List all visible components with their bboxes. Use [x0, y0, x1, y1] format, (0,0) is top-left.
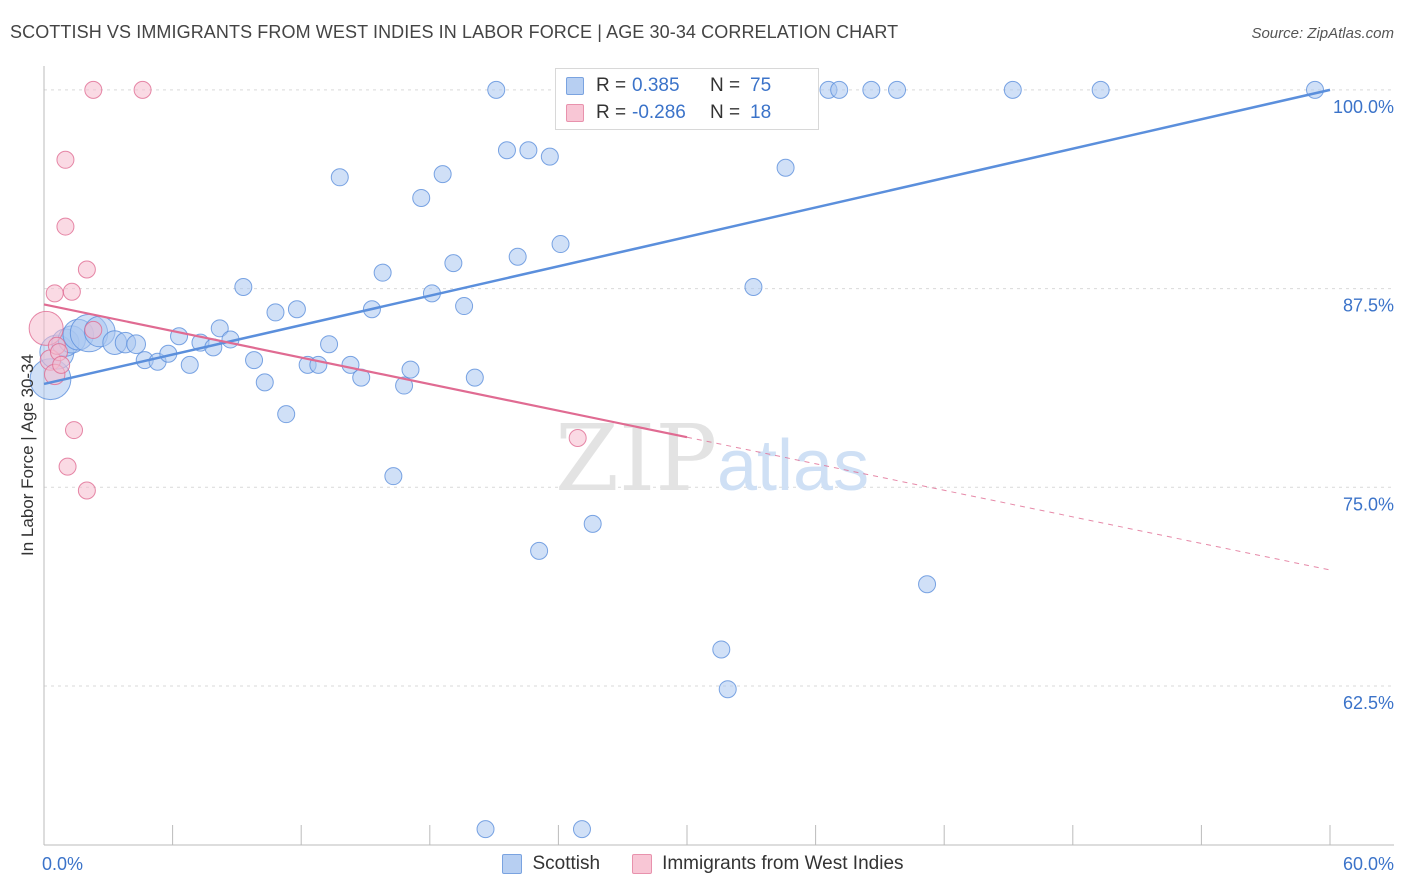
point-scottish [572, 820, 591, 839]
point-scottish [830, 80, 849, 99]
point-scottish [444, 254, 463, 273]
point-scottish [862, 80, 881, 99]
point-scottish [180, 355, 199, 374]
point-west-indies [77, 481, 96, 500]
r-value: 0.385 [632, 75, 680, 96]
point-west-indies [56, 150, 75, 169]
n-label: N = [710, 75, 741, 96]
watermark-zip: ZIP [555, 405, 717, 512]
point-scottish [583, 514, 602, 533]
point-scottish [287, 300, 306, 319]
series-legend: Scottish Immigrants from West Indies [0, 850, 1406, 878]
point-scottish [401, 360, 420, 379]
r-label: R = [596, 102, 627, 123]
legend-label-scottish: Scottish [532, 853, 601, 874]
n-value: 18 [750, 102, 772, 123]
point-scottish [888, 80, 907, 99]
chart-title: SCOTTISH VS IMMIGRANTS FROM WEST INDIES … [10, 22, 899, 42]
point-scottish [508, 247, 527, 266]
point-scottish [530, 541, 549, 560]
x-tick-label: 60.0% [1343, 854, 1394, 874]
n-label: N = [710, 102, 741, 123]
tick-labels: 100.0% 87.5% 75.0% 62.5% 0.0% 60.0% [42, 97, 1394, 874]
point-scottish [277, 405, 296, 424]
point-scottish [234, 277, 253, 296]
point-west-indies [84, 80, 103, 99]
point-scottish [540, 147, 559, 166]
watermark-atlas: atlas [717, 426, 869, 506]
point-scottish [497, 141, 516, 160]
point-west-indies [58, 457, 77, 476]
point-scottish [718, 680, 737, 699]
legend-swatch-west-indies [632, 854, 653, 874]
legend-label-west-indies: Immigrants from West Indies [662, 853, 904, 874]
trend-lines [43, 88, 1331, 571]
point-scottish [373, 263, 392, 282]
point-scottish [455, 297, 474, 316]
point-scottish [266, 303, 285, 322]
point-scottish [412, 188, 431, 207]
point-scottish [519, 141, 538, 160]
point-scottish [744, 277, 763, 296]
r-value: -0.286 [632, 102, 686, 123]
legend-item-scottish[interactable]: Scottish [502, 853, 600, 875]
point-scottish [918, 575, 937, 594]
legend-swatch-scottish [502, 854, 523, 874]
grid-lines [44, 89, 1394, 687]
legend-swatch-scottish [566, 77, 584, 95]
point-west-indies [45, 284, 64, 303]
legend-item-west-indies[interactable]: Immigrants from West Indies [632, 853, 904, 875]
point-scottish [210, 319, 229, 338]
point-scottish [320, 335, 339, 354]
y-tick-label: 75.0% [1343, 494, 1394, 514]
x-tick-label: 0.0% [42, 854, 83, 874]
y-axis-label: In Labor Force | Age 30-34 [18, 354, 37, 556]
point-scottish [245, 351, 264, 370]
axes [43, 66, 1394, 846]
watermark: ZIP atlas [555, 405, 869, 512]
n-value: 75 [750, 75, 772, 96]
trend-line-west-indies [43, 303, 688, 439]
point-west-indies [133, 80, 152, 99]
point-scottish [255, 373, 274, 392]
y-tick-label: 87.5% [1343, 296, 1394, 316]
point-scottish [1091, 80, 1110, 99]
point-scottish [330, 168, 349, 187]
source-credit: Source: ZipAtlas.com [1251, 25, 1394, 42]
point-west-indies [77, 260, 96, 279]
r-label: R = [596, 75, 627, 96]
point-scottish [551, 235, 570, 254]
point-scottish [476, 820, 495, 839]
point-west-indies [52, 355, 71, 374]
point-scottish [776, 158, 795, 177]
point-west-indies [84, 320, 103, 339]
y-tick-label: 100.0% [1333, 97, 1394, 117]
point-scottish [395, 376, 414, 395]
point-scottish [487, 80, 506, 99]
point-scottish [384, 467, 403, 486]
legend-swatch-west-indies [566, 104, 584, 122]
point-scottish [465, 368, 484, 387]
point-west-indies [65, 421, 84, 440]
point-scottish [126, 334, 147, 355]
point-west-indies [62, 282, 81, 301]
point-scottish [1003, 80, 1022, 99]
stats-row-scottish: R = 0.385 N = 75 [566, 72, 772, 100]
stats-legend: R = 0.385 N = 75 R = -0.286 N = 18 [555, 68, 819, 130]
point-west-indies [568, 429, 587, 448]
point-west-indies [28, 310, 64, 346]
y-tick-label: 62.5% [1343, 693, 1394, 713]
point-west-indies [56, 217, 75, 236]
point-scottish [712, 640, 731, 659]
point-scottish [433, 165, 452, 184]
stats-row-west-indies: R = -0.286 N = 18 [566, 99, 772, 127]
trend-line-scottish [43, 88, 1331, 386]
